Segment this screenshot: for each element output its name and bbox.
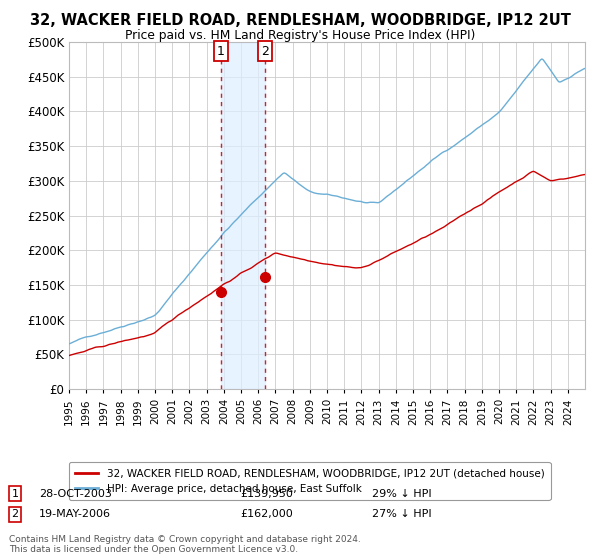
Text: 29% ↓ HPI: 29% ↓ HPI bbox=[372, 489, 431, 499]
Text: 2: 2 bbox=[260, 45, 269, 58]
Text: 19-MAY-2006: 19-MAY-2006 bbox=[39, 509, 111, 519]
Text: 1: 1 bbox=[11, 489, 19, 499]
Legend: 32, WACKER FIELD ROAD, RENDLESHAM, WOODBRIDGE, IP12 2UT (detached house), HPI: A: 32, WACKER FIELD ROAD, RENDLESHAM, WOODB… bbox=[69, 462, 551, 500]
Text: £162,000: £162,000 bbox=[240, 509, 293, 519]
Bar bbox=[221, 42, 265, 389]
Text: 27% ↓ HPI: 27% ↓ HPI bbox=[372, 509, 431, 519]
Text: £139,950: £139,950 bbox=[240, 489, 293, 499]
Text: Price paid vs. HM Land Registry's House Price Index (HPI): Price paid vs. HM Land Registry's House … bbox=[125, 29, 475, 42]
Text: 32, WACKER FIELD ROAD, RENDLESHAM, WOODBRIDGE, IP12 2UT: 32, WACKER FIELD ROAD, RENDLESHAM, WOODB… bbox=[29, 13, 571, 28]
Text: 2: 2 bbox=[11, 509, 19, 519]
Text: 1: 1 bbox=[217, 45, 225, 58]
Text: Contains HM Land Registry data © Crown copyright and database right 2024.
This d: Contains HM Land Registry data © Crown c… bbox=[9, 535, 361, 554]
Text: 28-OCT-2003: 28-OCT-2003 bbox=[39, 489, 112, 499]
